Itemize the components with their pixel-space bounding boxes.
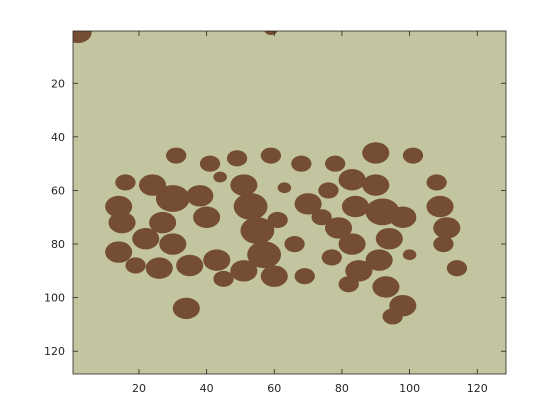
y-tick-label: 40 xyxy=(51,131,65,144)
blob-10 xyxy=(402,147,424,164)
y-tick-label: 20 xyxy=(51,77,65,90)
blob-5 xyxy=(226,150,248,167)
blob-40 xyxy=(321,249,342,266)
blob-18 xyxy=(149,211,177,234)
blob-57 xyxy=(433,235,454,253)
x-tick-label: 60 xyxy=(267,382,281,395)
blob-7 xyxy=(291,155,312,172)
y-tick-label: 80 xyxy=(51,238,65,251)
blob-25 xyxy=(172,297,200,320)
x-tick-label: 80 xyxy=(335,382,349,395)
blob-16 xyxy=(186,185,214,207)
blob-11 xyxy=(426,174,447,191)
blob-21 xyxy=(176,254,204,277)
blob-46 xyxy=(338,276,359,293)
blob-51 xyxy=(389,206,417,228)
x-tick-label: 40 xyxy=(200,382,214,395)
x-tick-label: 120 xyxy=(467,382,488,395)
blob-38 xyxy=(318,182,339,199)
x-axis: 20 40 60 80 100 120 xyxy=(132,31,488,395)
blob-61 xyxy=(213,171,227,183)
blob-59 xyxy=(402,249,417,261)
axes-frame xyxy=(72,30,507,375)
blob-4 xyxy=(199,155,221,172)
blob-23 xyxy=(125,257,146,274)
blob-52 xyxy=(372,276,400,298)
blob-27 xyxy=(213,270,234,287)
blob-layer xyxy=(73,31,468,325)
blob-13 xyxy=(108,211,136,234)
y-tick-label: 60 xyxy=(51,184,65,197)
blob-42 xyxy=(338,169,366,191)
blob-31 xyxy=(247,241,282,269)
blob-17 xyxy=(193,206,221,228)
blob-56 xyxy=(433,217,461,239)
x-tick-label: 100 xyxy=(399,382,420,395)
blob-12 xyxy=(105,195,133,218)
blob-2 xyxy=(115,174,136,191)
blob-30 xyxy=(240,217,275,245)
blob-22 xyxy=(105,241,133,263)
x-tick-label: 20 xyxy=(132,382,146,395)
y-tick-label: 100 xyxy=(44,292,65,305)
blob-32 xyxy=(260,265,288,287)
blob-39 xyxy=(311,209,332,226)
blob-47 xyxy=(362,174,390,196)
blob-54 xyxy=(382,308,403,325)
blob-1 xyxy=(264,31,278,36)
blob-45 xyxy=(345,260,373,282)
blob-34 xyxy=(267,211,288,228)
blob-9 xyxy=(362,142,390,164)
blob-44 xyxy=(338,233,366,255)
blob-8 xyxy=(325,155,346,172)
y-axis: 20 40 60 80 100 120 xyxy=(44,77,506,358)
blob-35 xyxy=(284,235,305,253)
y-tick-label: 120 xyxy=(44,345,65,358)
blob-58 xyxy=(446,260,468,277)
blob-43 xyxy=(341,195,369,218)
blob-50 xyxy=(365,249,393,271)
blob-36 xyxy=(294,268,315,285)
blob-33 xyxy=(230,260,258,282)
blob-20 xyxy=(159,233,187,255)
blob-0 xyxy=(73,31,92,44)
blob-6 xyxy=(260,147,282,164)
blob-3 xyxy=(166,147,187,164)
blob-29 xyxy=(233,193,268,220)
blob-60 xyxy=(277,182,292,194)
blob-49 xyxy=(375,227,403,250)
blob-28 xyxy=(230,174,258,196)
blob-26 xyxy=(203,249,231,271)
blob-19 xyxy=(132,227,160,250)
blob-24 xyxy=(145,257,173,279)
blob-15 xyxy=(155,185,190,212)
blob-55 xyxy=(426,195,454,218)
blob-37 xyxy=(294,193,322,215)
blob-41 xyxy=(325,217,353,239)
